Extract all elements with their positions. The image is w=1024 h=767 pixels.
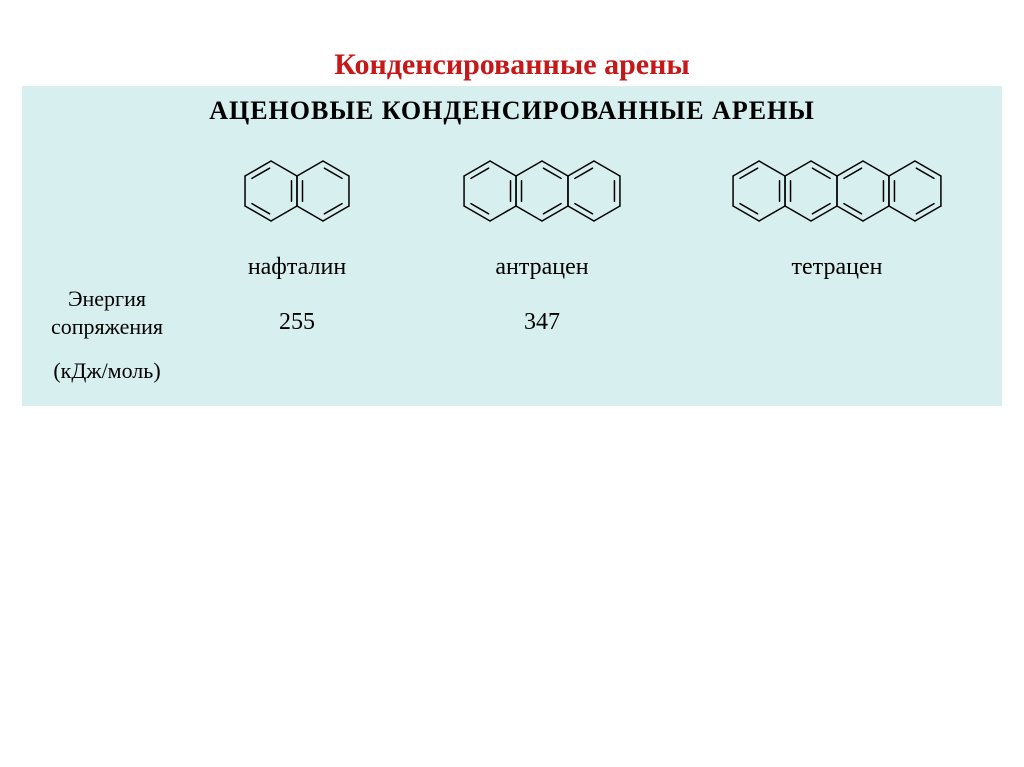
content-panel: АЦЕНОВЫЕ КОНДЕНСИРОВАННЫЕ АРЕНЫ нафталин… <box>22 86 1002 406</box>
energy-label: Энергия сопряжения (кДж/моль) <box>22 281 192 384</box>
molecule-anthracene: антрацен <box>402 136 682 281</box>
molecule-label: тетрацен <box>792 254 883 281</box>
energy-label-line2: сопряжения <box>22 313 192 341</box>
slide-title: Конденсированные арены <box>0 0 1024 82</box>
molecule-label: антрацен <box>495 254 588 281</box>
molecule-label: нафталин <box>248 254 346 281</box>
panel-subtitle: АЦЕНОВЫЕ КОНДЕНСИРОВАННЫЕ АРЕНЫ <box>22 96 1002 126</box>
energy-label-line1: Энергия <box>68 286 146 311</box>
naphthalene-structure-icon <box>217 136 377 246</box>
tetracene-structure-icon <box>687 136 987 246</box>
energy-value: 347 <box>524 309 560 336</box>
energy-value: 255 <box>279 309 315 336</box>
molecule-tetracene: тетрацен <box>682 136 992 281</box>
value-tetracene <box>682 281 992 309</box>
row-label-col <box>22 136 192 144</box>
molecule-naphthalene: нафталин <box>192 136 402 281</box>
slide: Конденсированные арены АЦЕНОВЫЕ КОНДЕНСИ… <box>0 0 1024 767</box>
value-naphthalene: 255 <box>192 281 402 336</box>
values-row: Энергия сопряжения (кДж/моль) 255 347 <box>22 281 1002 384</box>
value-anthracene: 347 <box>402 281 682 336</box>
unit-label: (кДж/моль) <box>22 358 192 384</box>
structures-row: нафталин антрацен тетрацен <box>22 136 1002 281</box>
anthracene-structure-icon <box>427 136 657 246</box>
